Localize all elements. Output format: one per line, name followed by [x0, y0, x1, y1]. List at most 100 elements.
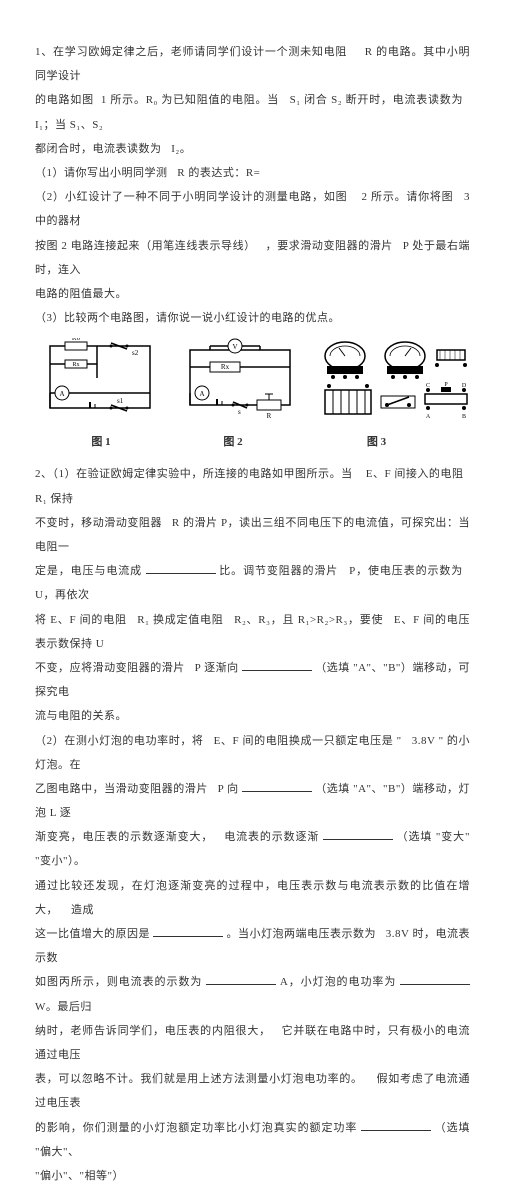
text: 造成 [71, 904, 94, 916]
q2-p2-l1: （2）在测小灯泡的电功率时，将 E、F 间的电阻换成一只额定电压是 " 3.8V… [35, 729, 470, 777]
text: 表，可以忽略不计。我们就是用上述方法测量小灯泡电功率的。 [35, 1073, 363, 1085]
circuit-components-3: A B C D P [315, 338, 470, 426]
caption-1: 图 1 [35, 430, 167, 454]
caption-2: 图 2 [167, 430, 299, 454]
blank-input[interactable] [153, 926, 223, 937]
q2-p1-l2: 不变时，移动滑动变阻器 R 的滑片 P，读出三组不同电压下的电流值，可探究出：当… [35, 511, 470, 559]
svg-text:A: A [199, 390, 204, 398]
svg-text:R: R [267, 412, 272, 418]
svg-text:A: A [59, 390, 64, 398]
svg-text:C: C [426, 383, 430, 389]
text: P 逐渐向 [195, 662, 239, 674]
svg-text:Rx: Rx [221, 363, 230, 371]
q2-p1-l6: 流与电阻的关系。 [35, 704, 470, 728]
text: ，要求滑动变阻器的滑片 [266, 240, 393, 252]
circuit-diagram-2: V Rx A s R [175, 338, 305, 418]
caption-3: 图 3 [299, 430, 454, 454]
text: I₁；当 S₁、S₂ [35, 119, 103, 131]
q2-p2-l5: 这一比值增大的原因是 。当小灯泡两端电压表示数为 3.8V 时，电流表示数 [35, 922, 470, 970]
text: E、F 间的电阻换成一只额定电压是 " [214, 735, 402, 747]
q1-part2-line3: 电路的阻值最大。 [35, 282, 470, 306]
q1-intro-line3: 都闭合时，电流表读数为 I₂。 [35, 137, 470, 161]
blank-input[interactable] [242, 660, 312, 671]
circuit-diagram-1: R0 Rx s2 A s1 [35, 338, 165, 418]
q2-p1-l3: 定是，电压与电流成 比。调节变阻器的滑片 P，使电压表的示数为 U，再依次 [35, 559, 470, 607]
svg-text:D: D [462, 383, 467, 389]
q1-part1: （1）请你写出小明同学测 R 的表达式：R= [35, 161, 470, 185]
blank-input[interactable] [323, 829, 393, 840]
q2-p1-l1: 2、（1）在验证欧姆定律实验中，所连接的电路如甲图所示。当 E、F 间接入的电阻… [35, 462, 470, 510]
text: U，再依次 [35, 589, 89, 601]
text: E、F 间接入的电阻 [366, 468, 464, 480]
q1-part2-line2: 按图 2 电路连接起来（用笔连线表示导线） ，要求滑动变阻器的滑片 P 处于最右… [35, 234, 470, 282]
text: R 的表达式：R= [177, 167, 260, 179]
q2-p2-l3: 渐变亮，电压表的示数逐渐变大， 电流表的示数逐渐 （选填 "变大" "变小"）。 [35, 825, 470, 873]
text: 。当小灯泡两端电压表示数为 [227, 928, 377, 940]
q1-intro-line2: 的电路如图 1 所示。R₀ 为已知阻值的电阻。当 S₁ 闭合 S₂ 断开时，电流… [35, 88, 470, 136]
q2-p2-l6: 如图丙所示，则电流表的示数为 A，小灯泡的电功率为 W。最后归 [35, 970, 470, 1018]
text: 流与电阻的关系。 [35, 710, 127, 722]
text: （2）小红设计了一种不同于小明同学设计的测量电路，如图 [35, 191, 347, 203]
blank-input[interactable] [206, 974, 276, 985]
text: （1）请你写出小明同学测 [35, 167, 168, 179]
blank-input[interactable] [146, 563, 216, 574]
text: S₁ 闭合 S₂ 断开时，电流表读数为 [290, 94, 464, 106]
text: 比。调节变阻器的滑片 [219, 565, 338, 577]
q2-p2-l4: 通过比较还发现，在灯泡逐渐变亮的过程中，电压表示数与电流表示数的比值在增大， 造… [35, 874, 470, 922]
svg-text:s: s [238, 408, 241, 416]
text: R₁ 保持 [35, 493, 73, 505]
text: 定是，电压与电流成 [35, 565, 142, 577]
text: 的影响，你们测量的小灯泡额定功率比小灯泡真实的额定功率 [35, 1122, 357, 1134]
q2-p1-l5: 不变，应将滑动变阻器的滑片 P 逐渐向 （选填 "A"、"B"）端移动，可探究电 [35, 656, 470, 704]
image-captions: 图 1 图 2 图 3 [35, 430, 470, 454]
blank-input[interactable] [242, 781, 312, 792]
svg-text:B: B [462, 414, 466, 420]
text: 2、（1）在验证欧姆定律实验中，所连接的电路如甲图所示。当 [35, 468, 353, 480]
q2-p2-l8: 表，可以忽略不计。我们就是用上述方法测量小灯泡电功率的。 假如考虑了电流通过电压… [35, 1067, 470, 1115]
q1-intro-line1: 1、在学习欧姆定律之后，老师请同学们设计一个测未知电阻 R 的电路。其中小明同学… [35, 40, 470, 88]
text: 都闭合时，电流表读数为 [35, 143, 162, 155]
text: 电流表的示数逐渐 [224, 831, 319, 843]
text: 电路的阻值最大。 [35, 288, 127, 300]
text: 如图丙所示，则电流表的示数为 [35, 976, 202, 988]
text: 的电路如图 [35, 94, 94, 106]
q1-part3: （3）比较两个电路图，请你说一说小红设计的电路的优点。 [35, 306, 470, 330]
text: 纳时，老师告诉同学们，电压表的内阻很大， [35, 1025, 271, 1037]
text: 这一比值增大的原因是 [35, 928, 150, 940]
q2-p2-l2: 乙图电路中，当滑动变阻器的滑片 P 向 （选填 "A"、"B"）端移动，灯泡 L… [35, 777, 470, 825]
circuit-images-row: R0 Rx s2 A s1 V Rx A [35, 338, 470, 426]
q2-p2-l9: 的影响，你们测量的小灯泡额定功率比小灯泡真实的额定功率 （选填 "偏大"、 [35, 1116, 470, 1164]
q1-part2-line1: （2）小红设计了一种不同于小明同学设计的测量电路，如图 2 所示。请你将图 3 … [35, 185, 470, 233]
text: 2 所示。请你将图 [362, 191, 454, 203]
text: 1、在学习欧姆定律之后，老师请同学们设计一个测未知电阻 [35, 46, 347, 58]
text: 将 E、F 间的电阻 [35, 614, 127, 626]
text: 乙图电路中，当滑动变阻器的滑片 [35, 783, 208, 795]
svg-text:s1: s1 [117, 397, 124, 405]
svg-text:A: A [426, 414, 431, 420]
text: R₂、R₃，且 R₁>R₂>R₃，要使 [234, 614, 383, 626]
text: "偏小"、"相等"） [35, 1170, 124, 1182]
svg-text:R0: R0 [72, 338, 81, 342]
text: 1 所示。R₀ 为已知阻值的电阻。当 [101, 94, 279, 106]
text: 渐变亮，电压表的示数逐渐变大， [35, 831, 213, 843]
blank-input[interactable] [400, 974, 470, 985]
q2-p2-l7: 纳时，老师告诉同学们，电压表的内阻很大， 它并联在电路中时，只有极小的电流通过电… [35, 1019, 470, 1067]
blank-input[interactable] [361, 1120, 431, 1131]
text: I₂。 [171, 143, 191, 155]
text: 不变，应将滑动变阻器的滑片 [35, 662, 185, 674]
text: A，小灯泡的电功率为 [280, 976, 397, 988]
text: W。最后归 [35, 1001, 92, 1013]
svg-text:s2: s2 [132, 349, 139, 357]
q2-p2-l10: "偏小"、"相等"） [35, 1164, 470, 1188]
text: 不变时，移动滑动变阻器 [35, 517, 162, 529]
svg-text:V: V [232, 343, 237, 351]
text: P 向 [218, 783, 239, 795]
text: R₁ 换成定值电阻 [137, 614, 223, 626]
text: 按图 2 电路连接起来（用笔连线表示导线） [35, 240, 256, 252]
text: 通过比较还发现，在灯泡逐渐变亮的过程中，电压表示数与电流表示数的比值在增大， [35, 880, 470, 916]
q2-p1-l4: 将 E、F 间的电阻 R₁ 换成定值电阻 R₂、R₃，且 R₁>R₂>R₃，要使… [35, 608, 470, 656]
text: （2）在测小灯泡的电功率时，将 [35, 735, 204, 747]
text: （3）比较两个电路图，请你说一说小红设计的电路的优点。 [35, 312, 340, 324]
text: P，使电压表的示数为 [349, 565, 463, 577]
svg-text:Rx: Rx [72, 362, 79, 368]
